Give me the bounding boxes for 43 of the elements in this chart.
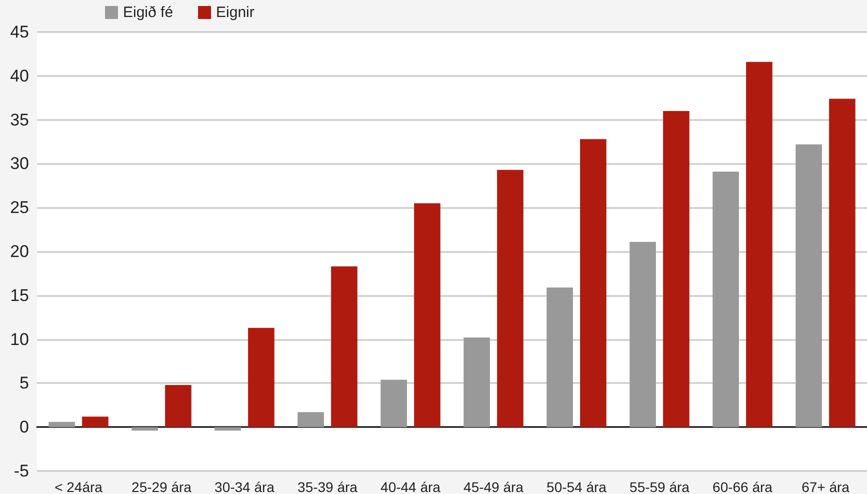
legend-label: Eigið fé	[123, 4, 174, 21]
y-tick-label: 30	[10, 154, 29, 174]
legend-label: Eignir	[216, 4, 254, 21]
bar	[132, 427, 158, 431]
y-tick-label: 20	[10, 242, 29, 261]
x-tick-label: 60-66 ára	[712, 479, 773, 494]
bar	[414, 203, 440, 428]
y-tick-label: 25	[10, 198, 29, 218]
x-tick-label: 45-49 ára	[464, 479, 524, 494]
bar	[464, 338, 490, 428]
bar	[829, 98, 856, 428]
y-tick-label: 10	[10, 330, 29, 349]
bar	[663, 111, 690, 428]
bar	[248, 328, 274, 428]
y-tick-label: 35	[10, 110, 29, 130]
bar	[298, 412, 324, 428]
bar	[214, 427, 241, 431]
x-tick-label: 30-34 ára	[214, 479, 275, 494]
bar	[48, 422, 75, 428]
y-tick-label: 0	[20, 418, 29, 437]
x-tick-label: 25-29 ára	[132, 479, 192, 494]
y-tick-label: 45	[10, 22, 29, 42]
bar	[82, 416, 108, 428]
bar	[331, 266, 358, 428]
x-tick-label: 35-39 ára	[298, 479, 358, 494]
x-tick-label: 55-59 ára	[630, 479, 690, 494]
y-tick-label: 5	[20, 374, 29, 393]
x-tick-label: 50-54 ára	[546, 479, 607, 494]
x-tick-label: < 24ára	[54, 479, 103, 494]
bar	[497, 170, 524, 428]
y-tick-label: 40	[10, 66, 29, 86]
bar	[712, 172, 739, 428]
x-tick-label: 40-44 ára	[380, 479, 441, 494]
bar	[630, 242, 656, 428]
bar	[796, 144, 822, 428]
y-tick-label: 15	[10, 286, 29, 305]
x-tick-label: 67+ ára	[802, 479, 850, 494]
bar	[580, 139, 606, 428]
bar	[546, 288, 573, 428]
bar	[165, 384, 192, 428]
y-tick-label: -5	[14, 462, 29, 480]
bar	[746, 62, 772, 428]
bar	[380, 380, 407, 428]
